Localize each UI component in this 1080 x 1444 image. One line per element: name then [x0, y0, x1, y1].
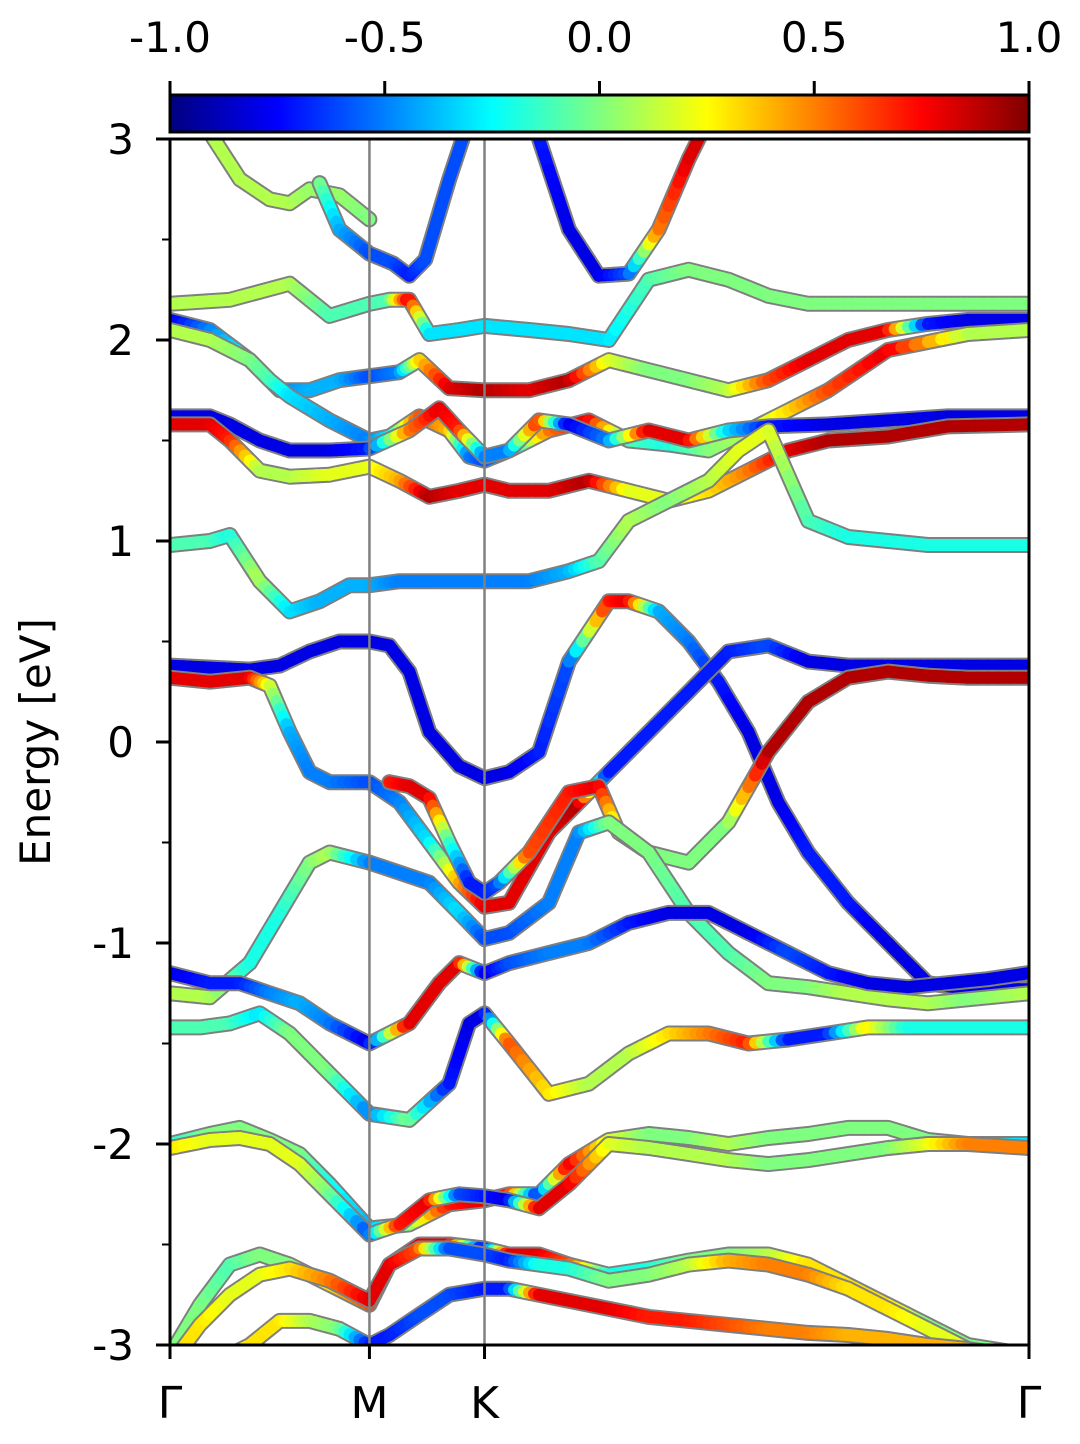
band-segment [961, 1348, 968, 1349]
colorbar: -1.0 -0.5 0.0 0.5 1.0 [129, 13, 1062, 132]
band-segment [988, 1354, 998, 1357]
k-point-label: K [470, 1378, 500, 1429]
band-segment [1019, 330, 1029, 331]
axes: 3 2 1 0 -1 -2 -3 Γ M K Γ [92, 115, 1042, 1429]
band-3 [519, 59, 728, 276]
k-point-label: M [350, 1378, 388, 1429]
colorbar-gradient [170, 95, 1029, 132]
band-segment [1019, 1147, 1029, 1148]
band-segment [722, 79, 729, 92]
band-segment [978, 1352, 988, 1355]
band-2 [320, 59, 485, 276]
band-segment [1009, 1352, 1019, 1354]
band-segment [230, 1352, 237, 1355]
band-segment [170, 1358, 175, 1365]
y-tick-label: 1 [107, 517, 134, 566]
band-segment [988, 1352, 995, 1353]
band-segment [477, 79, 480, 89]
k-point-label: Γ [1017, 1378, 1042, 1429]
k-point-label: Γ [158, 1378, 183, 1429]
band-segment [175, 1352, 180, 1359]
colorbar-tick-label: 0.0 [566, 13, 633, 62]
colorbar-tick-label: -0.5 [344, 13, 426, 62]
band-segment [968, 1349, 978, 1352]
band-lines [170, 59, 1029, 1366]
band-segment [210, 1362, 217, 1365]
colorbar-tick-label: -1.0 [129, 13, 211, 62]
band-segment [180, 89, 183, 92]
band-outline [320, 59, 485, 276]
band-outline [170, 822, 1029, 1003]
band-segment [519, 59, 522, 72]
colorbar-tick-label: 0.5 [781, 13, 848, 62]
band-15 [170, 1013, 1029, 1120]
band-segment [173, 82, 176, 85]
band-segment [994, 1353, 1001, 1354]
y-tick-label: -2 [92, 1120, 134, 1169]
band-segment [177, 85, 180, 88]
y-axis-label: Energy [eV] [11, 618, 60, 866]
band-segment [981, 1351, 988, 1352]
band-13 [170, 822, 1029, 1003]
band-segment [479, 69, 482, 79]
band-segment [974, 1350, 981, 1351]
band-segment [955, 1348, 962, 1349]
y-tick-label: -3 [92, 1321, 134, 1370]
band-segment [223, 1355, 230, 1358]
band-segment [988, 1348, 998, 1350]
band-segment [948, 1347, 955, 1348]
colorbar-tick-label: 1.0 [996, 13, 1063, 62]
y-tick-label: 2 [107, 316, 134, 365]
band-segment [1009, 1360, 1019, 1363]
band-segment [978, 1347, 988, 1349]
band-segment [1001, 1354, 1008, 1355]
band-segment [1019, 1362, 1029, 1365]
band-segment [968, 1349, 975, 1350]
band-segment [1019, 1353, 1029, 1355]
y-tick-label: -1 [92, 919, 134, 968]
band-segment [237, 1348, 244, 1351]
band-segment [1019, 993, 1029, 994]
band-segment [217, 1358, 224, 1361]
y-tick-label: 3 [107, 115, 134, 164]
band-segment [998, 1350, 1008, 1352]
band-segment [482, 59, 485, 69]
band-segment [522, 72, 525, 85]
band-segment [998, 1357, 1008, 1360]
y-tick-label: 0 [107, 718, 134, 767]
